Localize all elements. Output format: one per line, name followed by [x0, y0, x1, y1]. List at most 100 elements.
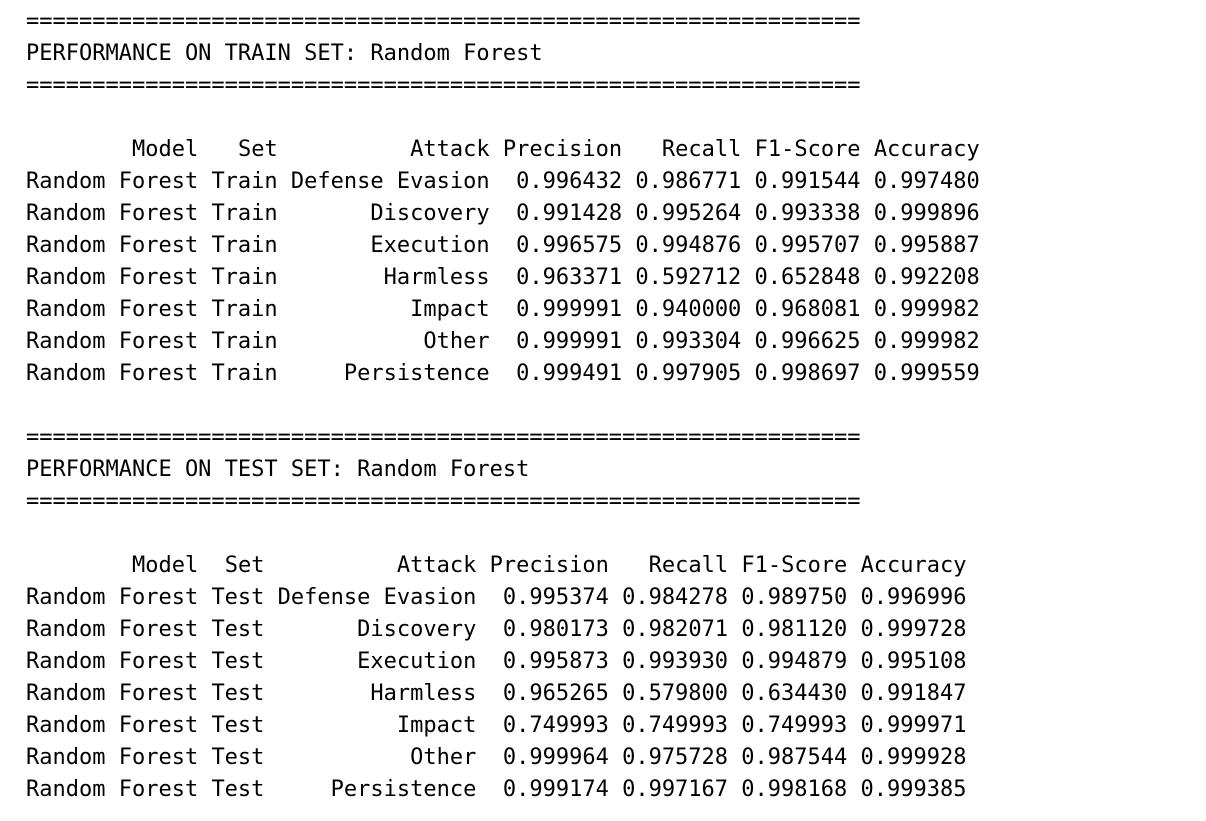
cell-f1-score: 0.996625 [754, 329, 861, 354]
cell-recall: 0.749993 [622, 713, 729, 738]
cell-f1-score: 0.995707 [754, 233, 861, 258]
cell-recall: 0.579800 [622, 681, 729, 706]
cell-f1-score: 0.634430 [741, 681, 848, 706]
cell-set: Train [211, 265, 278, 290]
table-header: Model Set Attack Precision Recall F1-Sco… [26, 134, 1206, 166]
cell-accuracy: 0.999971 [860, 713, 967, 738]
cell-precision: 0.995374 [502, 585, 609, 610]
column-header-accuracy: Accuracy [860, 553, 967, 578]
cell-attack: Harmless [383, 265, 490, 290]
cell-precision: 0.995873 [502, 649, 609, 674]
section-title: PERFORMANCE ON TRAIN SET: Random Forest [26, 41, 543, 66]
cell-attack: Impact [396, 713, 477, 738]
column-header-accuracy: Accuracy [873, 137, 980, 162]
cell-recall: 0.975728 [622, 745, 729, 770]
table-row: Random Forest Test Other 0.999964 0.9757… [26, 742, 1206, 774]
cell-model: Random Forest [26, 585, 199, 610]
cell-precision: 0.999174 [502, 777, 609, 802]
cell-f1-score: 0.993338 [754, 201, 861, 226]
cell-f1-score: 0.968081 [754, 297, 861, 322]
section-title: PERFORMANCE ON TEST SET: Random Forest [26, 457, 530, 482]
cell-attack: Discovery [357, 617, 477, 642]
cell-model: Random Forest [26, 649, 199, 674]
cell-set: Test [211, 745, 265, 770]
cell-model: Random Forest [26, 201, 199, 226]
separator-line: ========================================… [26, 425, 861, 450]
cell-recall: 0.940000 [635, 297, 742, 322]
cell-precision: 0.999991 [516, 329, 623, 354]
table-row: Random Forest Train Other 0.999991 0.993… [26, 326, 1206, 358]
column-header-f1-score: F1-Score [741, 553, 848, 578]
cell-set: Train [211, 297, 278, 322]
cell-f1-score: 0.998168 [741, 777, 848, 802]
table-row: Random Forest Train Execution 0.996575 0… [26, 230, 1206, 262]
cell-set: Train [211, 329, 278, 354]
cell-attack: Other [423, 329, 490, 354]
cell-model: Random Forest [26, 169, 199, 194]
separator-line: ========================================… [26, 9, 861, 34]
cell-model: Random Forest [26, 777, 199, 802]
cell-recall: 0.993930 [622, 649, 729, 674]
blank-line [26, 518, 1206, 550]
table-row: Random Forest Test Persistence 0.999174 … [26, 774, 1206, 806]
cell-attack: Discovery [370, 201, 490, 226]
separator-line: ========================================… [26, 489, 861, 514]
table-row: Random Forest Train Impact 0.999991 0.94… [26, 294, 1206, 326]
cell-model: Random Forest [26, 329, 199, 354]
table-row: Random Forest Test Discovery 0.980173 0.… [26, 614, 1206, 646]
cell-precision: 0.996575 [516, 233, 623, 258]
column-header-precision: Precision [502, 137, 623, 162]
cell-attack: Impact [410, 297, 490, 322]
cell-model: Random Forest [26, 265, 199, 290]
cell-set: Test [211, 617, 265, 642]
blank-line [26, 390, 1206, 422]
cell-accuracy: 0.995108 [860, 649, 967, 674]
column-header-model: Model [131, 553, 199, 578]
cell-set: Train [211, 201, 278, 226]
cell-model: Random Forest [26, 713, 199, 738]
separator-line: ========================================… [26, 73, 861, 98]
table-row: Random Forest Train Persistence 0.999491… [26, 358, 1206, 390]
cell-recall: 0.995264 [635, 201, 742, 226]
cell-f1-score: 0.981120 [741, 617, 848, 642]
cell-precision: 0.965265 [502, 681, 609, 706]
cell-recall: 0.592712 [635, 265, 742, 290]
cell-precision: 0.996432 [516, 169, 623, 194]
cell-accuracy: 0.995887 [873, 233, 980, 258]
cell-attack: Persistence [330, 777, 477, 802]
cell-set: Test [211, 649, 265, 674]
column-header-f1-score: F1-Score [754, 137, 861, 162]
cell-attack: Harmless [370, 681, 477, 706]
column-header-recall: Recall [661, 137, 742, 162]
cell-accuracy: 0.999982 [873, 329, 980, 354]
cell-precision: 0.749993 [502, 713, 609, 738]
cell-accuracy: 0.999982 [873, 297, 980, 322]
table-row: Random Forest Test Impact 0.749993 0.749… [26, 710, 1206, 742]
cell-set: Test [211, 681, 265, 706]
cell-f1-score: 0.998697 [754, 361, 861, 386]
cell-model: Random Forest [26, 681, 199, 706]
column-header-precision: Precision [489, 553, 609, 578]
cell-accuracy: 0.999896 [873, 201, 980, 226]
cell-precision: 0.999991 [516, 297, 623, 322]
cell-accuracy: 0.999728 [860, 617, 967, 642]
cell-f1-score: 0.749993 [741, 713, 848, 738]
table-row: Random Forest Test Defense Evasion 0.995… [26, 582, 1206, 614]
cell-attack: Defense Evasion [290, 169, 490, 194]
cell-attack: Defense Evasion [277, 585, 477, 610]
column-header-attack: Attack [410, 137, 490, 162]
cell-precision: 0.963371 [516, 265, 623, 290]
column-header-model: Model [131, 137, 199, 162]
cell-f1-score: 0.994879 [741, 649, 848, 674]
cell-recall: 0.984278 [622, 585, 729, 610]
cell-attack: Execution [370, 233, 490, 258]
cell-model: Random Forest [26, 297, 199, 322]
cell-recall: 0.982071 [622, 617, 729, 642]
column-header-set: Set [224, 553, 265, 578]
cell-set: Test [211, 713, 265, 738]
table-header: Model Set Attack Precision Recall F1-Sco… [26, 550, 1206, 582]
cell-accuracy: 0.992208 [873, 265, 980, 290]
cell-f1-score: 0.987544 [741, 745, 848, 770]
cell-recall: 0.993304 [635, 329, 742, 354]
cell-accuracy: 0.999559 [873, 361, 980, 386]
